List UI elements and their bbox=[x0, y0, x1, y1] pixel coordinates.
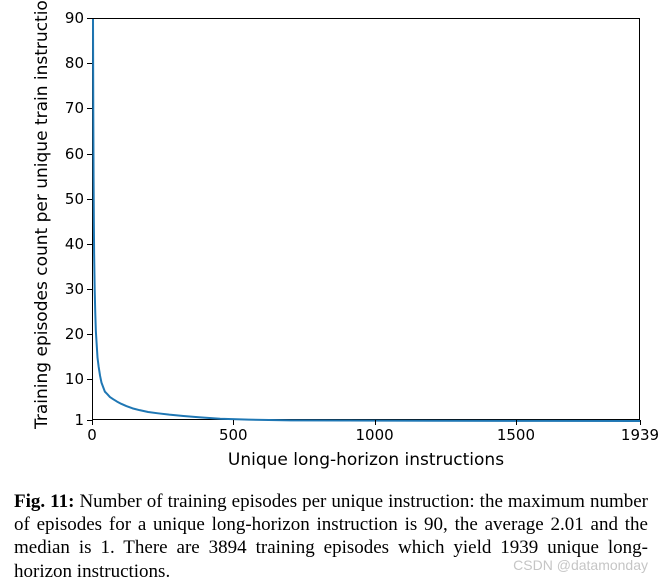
y-tick-label: 20 bbox=[44, 325, 84, 343]
plot-area bbox=[92, 18, 640, 420]
y-tick-label: 80 bbox=[44, 54, 84, 72]
y-tick-label: 60 bbox=[44, 145, 84, 163]
y-tick-label: 70 bbox=[44, 99, 84, 117]
x-tick-label: 1000 bbox=[345, 426, 405, 444]
watermark: CSDN @datamonday bbox=[513, 557, 648, 573]
x-tick-label: 0 bbox=[62, 426, 122, 444]
caption-label: Fig. 11: bbox=[14, 491, 74, 512]
x-tick-label: 1500 bbox=[486, 426, 546, 444]
x-axis-label: Unique long-horizon instructions bbox=[216, 450, 516, 470]
line-series bbox=[93, 19, 641, 421]
y-tick-label: 90 bbox=[44, 9, 84, 27]
y-tick-label: 10 bbox=[44, 370, 84, 388]
y-tick-label: 30 bbox=[44, 280, 84, 298]
x-tick-label: 1939 bbox=[610, 426, 662, 444]
x-tick-label: 500 bbox=[203, 426, 263, 444]
figure: Training episodes count per unique train… bbox=[10, 10, 652, 480]
y-tick-label: 40 bbox=[44, 235, 84, 253]
y-tick-label: 50 bbox=[44, 190, 84, 208]
